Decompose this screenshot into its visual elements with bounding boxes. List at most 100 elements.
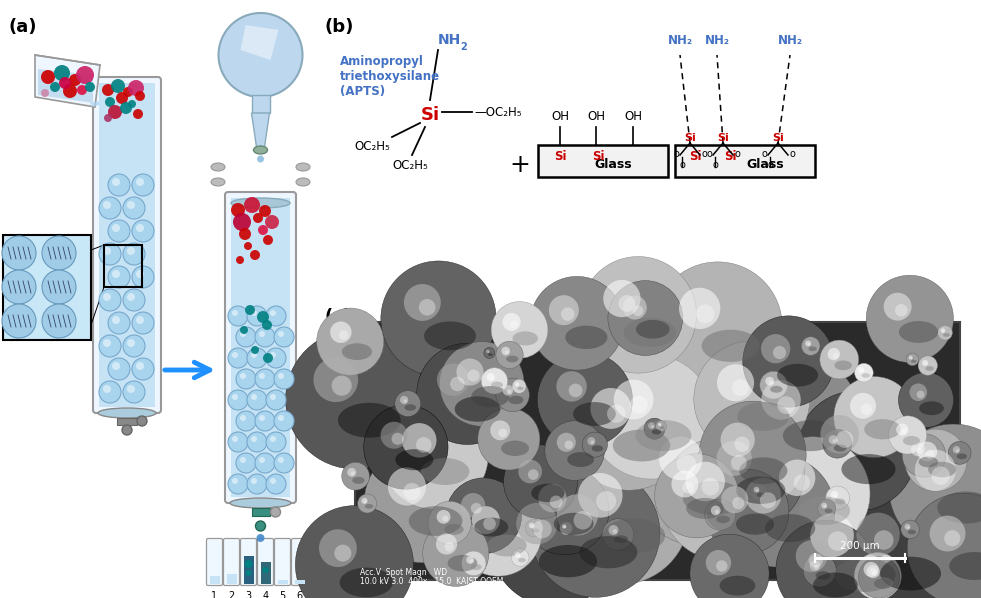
Polygon shape [90, 98, 118, 107]
Circle shape [263, 235, 273, 245]
Circle shape [335, 545, 351, 562]
Circle shape [699, 401, 806, 508]
Circle shape [683, 481, 695, 493]
Circle shape [123, 243, 145, 265]
Ellipse shape [903, 436, 920, 446]
Circle shape [472, 506, 500, 534]
Circle shape [419, 299, 436, 316]
Circle shape [574, 511, 593, 529]
Circle shape [608, 280, 683, 355]
FancyBboxPatch shape [291, 539, 307, 585]
Ellipse shape [872, 577, 893, 589]
Ellipse shape [573, 402, 616, 426]
Circle shape [897, 423, 908, 436]
Circle shape [580, 257, 697, 373]
Circle shape [236, 256, 244, 264]
Circle shape [251, 352, 257, 358]
Circle shape [232, 394, 238, 400]
Circle shape [925, 450, 934, 459]
Ellipse shape [636, 420, 692, 451]
Circle shape [236, 453, 256, 473]
Ellipse shape [491, 382, 503, 388]
Circle shape [807, 343, 810, 346]
Ellipse shape [424, 322, 476, 350]
Circle shape [854, 364, 873, 382]
Circle shape [953, 446, 960, 453]
Ellipse shape [613, 429, 670, 462]
Circle shape [247, 474, 267, 494]
Ellipse shape [518, 558, 526, 562]
Circle shape [661, 437, 784, 560]
Circle shape [931, 466, 950, 485]
Text: Si: Si [421, 106, 439, 124]
Ellipse shape [471, 564, 482, 570]
Text: o: o [789, 149, 795, 159]
Bar [210, 576, 220, 584]
Circle shape [723, 455, 835, 568]
Bar [243, 556, 253, 584]
Circle shape [856, 512, 900, 556]
Circle shape [253, 213, 263, 223]
Circle shape [525, 519, 542, 537]
Circle shape [658, 423, 661, 426]
Circle shape [295, 506, 413, 598]
Circle shape [259, 331, 265, 337]
Circle shape [240, 326, 248, 334]
Circle shape [99, 243, 121, 265]
Circle shape [123, 381, 145, 403]
Circle shape [690, 534, 769, 598]
Circle shape [498, 429, 507, 437]
Bar [261, 562, 271, 584]
Text: OC₂H₅: OC₂H₅ [354, 140, 390, 153]
Circle shape [630, 396, 647, 414]
Text: Aminopropyl
triethoxysilane
(APTS): Aminopropyl triethoxysilane (APTS) [340, 55, 440, 98]
Circle shape [228, 390, 248, 410]
Circle shape [245, 570, 251, 576]
Circle shape [468, 370, 480, 382]
Circle shape [776, 520, 875, 598]
Circle shape [831, 491, 838, 499]
Ellipse shape [296, 163, 310, 171]
Circle shape [231, 203, 245, 217]
Circle shape [761, 334, 791, 364]
Ellipse shape [835, 499, 846, 505]
Ellipse shape [835, 361, 852, 370]
Circle shape [108, 358, 130, 380]
Circle shape [417, 343, 518, 444]
Circle shape [482, 368, 507, 394]
Ellipse shape [488, 353, 492, 356]
Bar [227, 574, 236, 584]
Circle shape [76, 66, 94, 84]
Text: Si: Si [553, 151, 566, 163]
Text: Si: Si [689, 151, 701, 163]
Circle shape [123, 87, 133, 97]
Ellipse shape [880, 557, 941, 591]
Circle shape [828, 348, 840, 360]
Circle shape [136, 270, 144, 278]
Circle shape [244, 560, 252, 568]
Circle shape [502, 385, 513, 396]
Circle shape [794, 474, 810, 491]
Circle shape [314, 358, 358, 402]
Ellipse shape [686, 498, 724, 519]
Circle shape [904, 429, 967, 492]
Circle shape [255, 327, 275, 347]
Circle shape [505, 350, 509, 354]
Circle shape [331, 322, 351, 343]
Circle shape [602, 518, 634, 550]
Circle shape [618, 295, 635, 312]
FancyBboxPatch shape [240, 539, 256, 585]
Circle shape [137, 416, 147, 426]
Circle shape [679, 288, 720, 329]
Circle shape [471, 503, 482, 514]
Circle shape [120, 102, 132, 114]
Ellipse shape [799, 496, 851, 525]
Circle shape [858, 367, 864, 373]
Text: —OC₂H₅: —OC₂H₅ [474, 105, 522, 118]
Circle shape [108, 174, 130, 196]
Circle shape [761, 380, 800, 420]
Circle shape [259, 205, 271, 217]
Circle shape [364, 501, 367, 503]
Ellipse shape [444, 524, 464, 535]
Circle shape [716, 560, 728, 572]
